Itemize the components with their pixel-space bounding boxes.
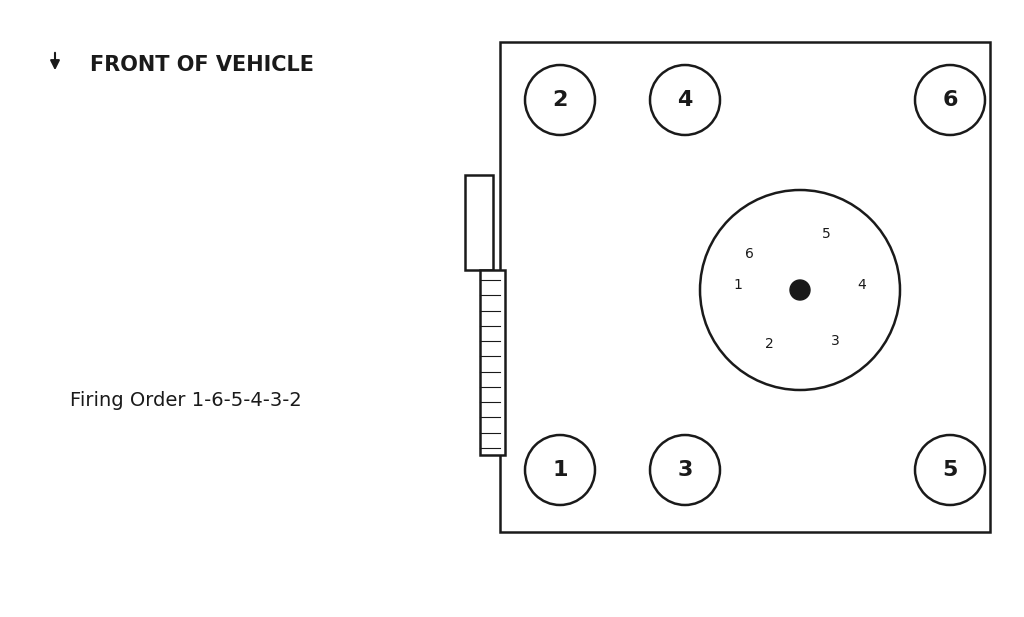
Text: 6: 6 [942,90,957,110]
Circle shape [525,65,595,135]
Circle shape [790,280,810,300]
Text: 5: 5 [822,227,830,241]
Text: 1: 1 [552,460,567,480]
Circle shape [700,190,900,390]
Text: Firing Order 1-6-5-4-3-2: Firing Order 1-6-5-4-3-2 [70,391,302,410]
Text: 5: 5 [942,460,957,480]
Text: 2: 2 [552,90,567,110]
Bar [480,270,505,455]
Text: 3: 3 [677,460,692,480]
Circle shape [915,65,985,135]
Bar [465,175,493,270]
Text: 6: 6 [744,247,754,262]
Bar [500,42,990,532]
Text: 4: 4 [857,278,866,292]
Circle shape [650,65,720,135]
Text: 4: 4 [677,90,692,110]
Circle shape [650,435,720,505]
Text: 1: 1 [734,278,742,292]
Circle shape [525,435,595,505]
Circle shape [915,435,985,505]
Text: 2: 2 [765,337,773,350]
Text: 3: 3 [831,334,840,348]
Text: FRONT OF VEHICLE: FRONT OF VEHICLE [90,55,314,75]
